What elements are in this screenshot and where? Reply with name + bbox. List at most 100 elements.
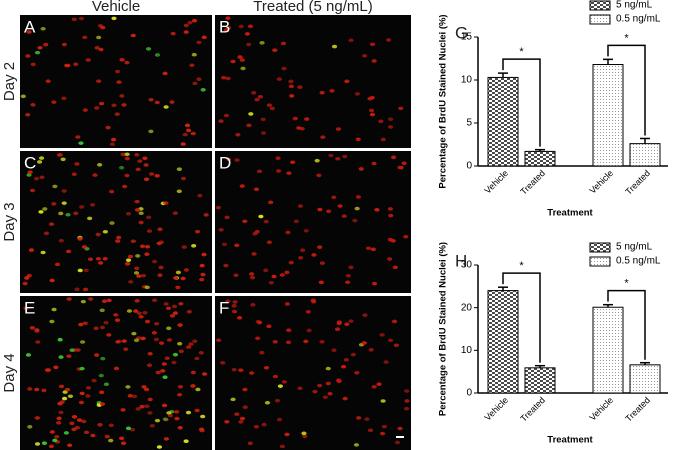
nucleus: [197, 193, 203, 198]
x-tick-label: Treated: [623, 168, 652, 197]
nucleus: [108, 438, 114, 443]
nucleus: [140, 336, 146, 341]
nucleus: [120, 408, 126, 412]
nucleus: [143, 163, 149, 167]
x-tick-label: Treated: [623, 395, 652, 424]
nucleus: [269, 106, 275, 111]
nucleus: [192, 339, 198, 344]
nucleus: [300, 248, 306, 252]
micrograph: [20, 15, 212, 148]
nucleus: [266, 103, 273, 108]
nucleus: [116, 235, 122, 240]
nucleus: [250, 303, 256, 307]
nucleus: [188, 342, 194, 346]
nucleus: [354, 92, 360, 96]
nucleus: [348, 319, 354, 323]
nucleus: [130, 33, 136, 38]
nucleus: [304, 117, 310, 121]
nucleus: [120, 152, 126, 157]
nucleus: [162, 375, 168, 379]
nucleus: [34, 416, 40, 420]
nucleus: [40, 26, 46, 31]
nucleus: [78, 322, 84, 327]
nucleus: [297, 85, 303, 89]
nucleus: [26, 173, 32, 177]
nucleus: [183, 439, 189, 443]
nucleus: [203, 213, 209, 217]
nucleus: [40, 250, 46, 255]
nucleus: [59, 400, 65, 404]
nucleus: [225, 299, 231, 304]
nucleus: [82, 287, 89, 292]
nucleus: [113, 366, 120, 371]
nucleus: [97, 23, 104, 28]
nucleus: [173, 276, 179, 280]
nucleus: [390, 239, 396, 243]
nucleus: [87, 257, 94, 262]
nucleus: [260, 117, 266, 122]
nucleus: [378, 119, 384, 124]
nucleus: [394, 440, 401, 445]
nucleus: [85, 385, 92, 390]
nucleus: [289, 94, 295, 98]
nucleus: [180, 276, 186, 281]
nucleus: [123, 347, 129, 351]
nucleus: [103, 382, 110, 387]
nucleus: [284, 302, 290, 306]
nucleus: [147, 411, 153, 415]
y-axis-label: Percentage of BrdU Stained Nuclei (%): [438, 14, 449, 188]
nucleus: [114, 112, 120, 116]
nucleus: [310, 298, 316, 303]
nucleus: [66, 354, 72, 358]
nucleus: [279, 444, 286, 449]
panel-letter: H: [455, 251, 467, 270]
nucleus: [109, 189, 115, 194]
nucleus: [201, 35, 207, 40]
nucleus: [64, 63, 70, 68]
nucleus: [65, 212, 71, 217]
nucleus: [385, 38, 392, 42]
nucleus: [144, 285, 150, 290]
nucleus: [191, 243, 197, 248]
nucleus: [369, 112, 376, 117]
nucleus: [387, 207, 393, 211]
nucleus: [78, 400, 85, 405]
nucleus: [166, 338, 173, 342]
nucleus: [56, 416, 62, 421]
nucleus: [317, 383, 323, 388]
nucleus: [266, 240, 272, 245]
significance-bracket: [502, 272, 541, 363]
nucleus: [53, 365, 59, 370]
nucleus: [348, 38, 354, 43]
nucleus: [388, 213, 394, 218]
significance-bracket: [607, 289, 646, 360]
nucleus: [248, 112, 254, 116]
nucleus: [77, 268, 83, 273]
nucleus: [352, 218, 358, 223]
nucleus: [158, 240, 165, 245]
nucleus: [48, 222, 55, 226]
nucleus: [376, 382, 382, 386]
nucleus: [317, 207, 323, 212]
nucleus: [178, 349, 184, 354]
nucleus: [102, 229, 108, 234]
nucleus: [80, 299, 86, 304]
nucleus: [234, 412, 240, 416]
x-tick-label: Vehicle: [587, 395, 615, 423]
nucleus: [392, 265, 398, 270]
nucleus: [98, 373, 104, 378]
nucleus: [249, 272, 255, 276]
nucleus: [71, 172, 77, 177]
nucleus: [87, 216, 93, 221]
y-tick-label: 0: [466, 388, 472, 399]
nucleus: [274, 398, 281, 403]
nucleus: [27, 387, 33, 391]
nucleus: [36, 160, 43, 164]
nucleus: [266, 324, 272, 329]
nucleus: [195, 387, 201, 392]
significance-bracket: [502, 58, 541, 147]
nucleus: [172, 311, 179, 315]
nucleus: [260, 131, 267, 135]
nucleus: [186, 128, 192, 133]
nucleus: [365, 246, 372, 251]
